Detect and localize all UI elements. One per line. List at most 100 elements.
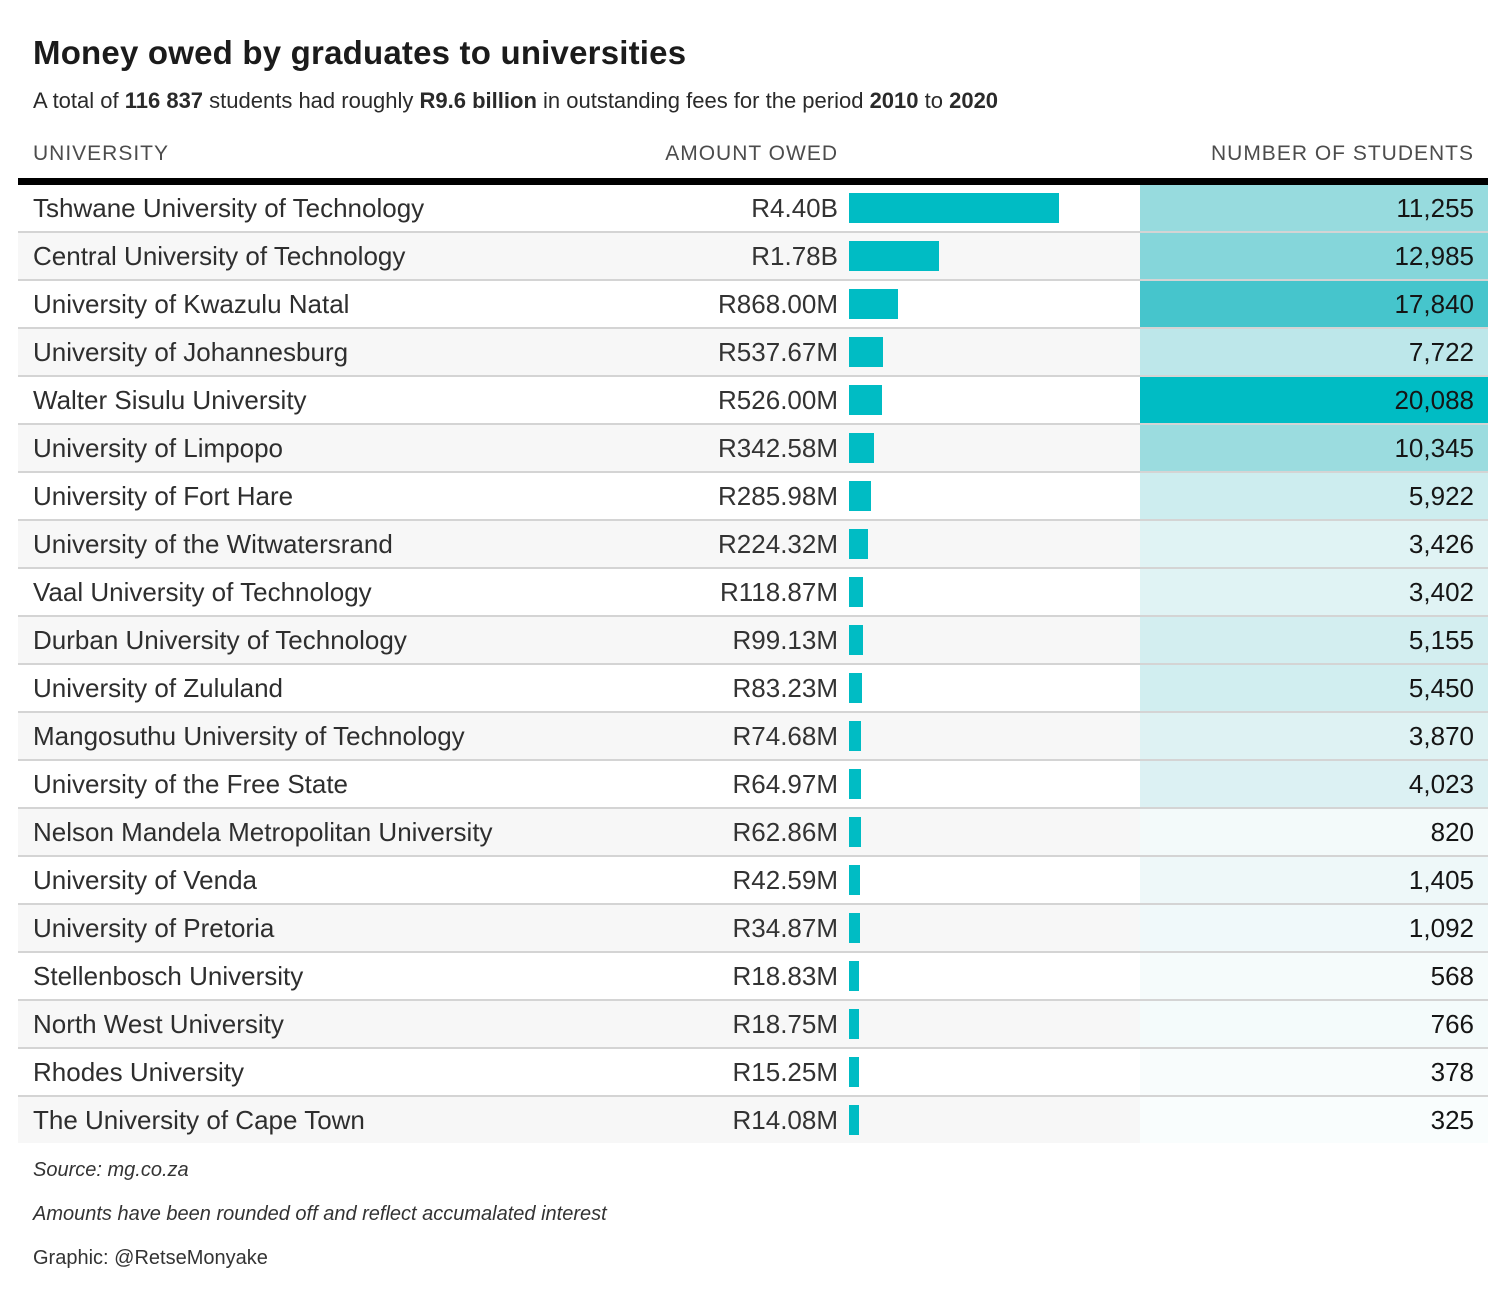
amount-bar bbox=[849, 193, 1059, 223]
university-name: Vaal University of Technology bbox=[33, 577, 372, 607]
amount-bar-area bbox=[849, 185, 1140, 231]
amount-bar bbox=[849, 481, 872, 511]
university-name: University of the Free State bbox=[33, 769, 349, 799]
cell-spacer bbox=[838, 1049, 849, 1095]
table-row: Stellenbosch University R18.83M 568 bbox=[18, 953, 1488, 1001]
amount-bar bbox=[849, 1057, 859, 1087]
graphic-credit: Graphic: @RetseMonyake bbox=[33, 1247, 268, 1269]
amount-bar bbox=[849, 961, 859, 991]
amount-owed-value: R4.40B bbox=[751, 193, 838, 223]
amount-owed-value: R537.67M bbox=[718, 337, 838, 367]
table-row: Mangosuthu University of Technology R74.… bbox=[18, 713, 1488, 761]
students-count-cell: 17,840 bbox=[1140, 281, 1488, 327]
cell-spacer bbox=[838, 377, 849, 423]
table-row: University of the Free State R64.97M 4,0… bbox=[18, 761, 1488, 809]
amount-bar-area bbox=[849, 233, 1140, 279]
table-row: University of the Witwatersrand R224.32M… bbox=[18, 521, 1488, 569]
cell-spacer bbox=[838, 953, 849, 999]
amount-bar bbox=[849, 433, 874, 463]
amount-bar bbox=[849, 865, 860, 895]
cell-spacer bbox=[838, 281, 849, 327]
amount-owed-value: R1.78B bbox=[751, 241, 838, 271]
university-name: University of the Witwatersrand bbox=[33, 529, 393, 559]
university-name: Durban University of Technology bbox=[33, 625, 407, 655]
students-count-cell: 1,092 bbox=[1140, 905, 1488, 951]
amount-bar-area bbox=[849, 953, 1140, 999]
table-row: Nelson Mandela Metropolitan University R… bbox=[18, 809, 1488, 857]
amount-bar-area bbox=[849, 521, 1140, 567]
students-count-cell: 5,922 bbox=[1140, 473, 1488, 519]
amount-owed-value: R224.32M bbox=[718, 529, 838, 559]
table-row: North West University R18.75M 766 bbox=[18, 1001, 1488, 1049]
amount-bar-area bbox=[849, 473, 1140, 519]
cell-spacer bbox=[838, 425, 849, 471]
amount-bar bbox=[849, 241, 940, 271]
amount-bar bbox=[849, 769, 861, 799]
university-name: Rhodes University bbox=[33, 1057, 244, 1087]
amount-owed-value: R868.00M bbox=[718, 289, 838, 319]
students-count-cell: 12,985 bbox=[1140, 233, 1488, 279]
table-row: University of Zululand R83.23M 5,450 bbox=[18, 665, 1488, 713]
students-count-cell: 3,870 bbox=[1140, 713, 1488, 759]
university-debt-table: Tshwane University of Technology R4.40B … bbox=[18, 185, 1488, 1143]
students-count-cell: 3,402 bbox=[1140, 569, 1488, 615]
amount-bar bbox=[849, 529, 869, 559]
cell-spacer bbox=[838, 665, 849, 711]
students-count-cell: 7,722 bbox=[1140, 329, 1488, 375]
students-count-cell: 766 bbox=[1140, 1001, 1488, 1047]
amount-owed-value: R342.58M bbox=[718, 433, 838, 463]
cell-spacer bbox=[838, 185, 849, 231]
amount-bar-area bbox=[849, 1001, 1140, 1047]
university-name: North West University bbox=[33, 1009, 284, 1039]
university-name: Mangosuthu University of Technology bbox=[33, 721, 465, 751]
page-subtitle: A total of 116 837 students had roughly … bbox=[33, 88, 999, 113]
amount-bar-area bbox=[849, 1049, 1140, 1095]
table-row: Walter Sisulu University R526.00M 20,088 bbox=[18, 377, 1488, 425]
amount-bar-area bbox=[849, 281, 1140, 327]
amount-owed-value: R18.75M bbox=[732, 1009, 839, 1039]
table-header-row: UNIVERSITY AMOUNT OWED NUMBER OF STUDENT… bbox=[18, 142, 1488, 166]
table-row: Vaal University of Technology R118.87M 3… bbox=[18, 569, 1488, 617]
university-name: The University of Cape Town bbox=[33, 1105, 365, 1135]
amount-bar bbox=[849, 1105, 859, 1135]
university-name: University of Limpopo bbox=[33, 433, 283, 463]
amount-bar bbox=[849, 577, 864, 607]
amount-bar bbox=[849, 1009, 859, 1039]
cell-spacer bbox=[838, 329, 849, 375]
university-name: University of Zululand bbox=[33, 673, 283, 703]
amount-owed-value: R34.87M bbox=[732, 913, 839, 943]
students-count-cell: 5,155 bbox=[1140, 617, 1488, 663]
students-count-cell: 325 bbox=[1140, 1097, 1488, 1143]
table-row: University of Kwazulu Natal R868.00M 17,… bbox=[18, 281, 1488, 329]
table-row: Durban University of Technology R99.13M … bbox=[18, 617, 1488, 665]
column-header-amount-owed: AMOUNT OWED bbox=[665, 142, 838, 165]
amount-owed-value: R285.98M bbox=[718, 481, 838, 511]
table-row: University of Fort Hare R285.98M 5,922 bbox=[18, 473, 1488, 521]
cell-spacer bbox=[838, 857, 849, 903]
page-title: Money owed by graduates to universities bbox=[33, 34, 687, 71]
table-row: University of Limpopo R342.58M 10,345 bbox=[18, 425, 1488, 473]
students-count-cell: 378 bbox=[1140, 1049, 1488, 1095]
cell-spacer bbox=[838, 713, 849, 759]
table-row: Central University of Technology R1.78B … bbox=[18, 233, 1488, 281]
amount-bar-area bbox=[849, 617, 1140, 663]
cell-spacer bbox=[838, 233, 849, 279]
amount-bar bbox=[849, 385, 882, 415]
amount-bar-area bbox=[849, 377, 1140, 423]
students-count-cell: 20,088 bbox=[1140, 377, 1488, 423]
amount-bar-area bbox=[849, 329, 1140, 375]
amount-bar bbox=[849, 721, 862, 751]
cell-spacer bbox=[838, 809, 849, 855]
amount-owed-value: R64.97M bbox=[732, 769, 839, 799]
table-row: University of Pretoria R34.87M 1,092 bbox=[18, 905, 1488, 953]
cell-spacer bbox=[838, 905, 849, 951]
amount-owed-value: R118.87M bbox=[719, 577, 838, 607]
amount-bar bbox=[849, 817, 861, 847]
cell-spacer bbox=[838, 1001, 849, 1047]
students-count-cell: 4,023 bbox=[1140, 761, 1488, 807]
university-name: University of Johannesburg bbox=[33, 337, 349, 367]
students-count-cell: 5,450 bbox=[1140, 665, 1488, 711]
students-count-cell: 568 bbox=[1140, 953, 1488, 999]
students-count-cell: 10,345 bbox=[1140, 425, 1488, 471]
table-row: University of Venda R42.59M 1,405 bbox=[18, 857, 1488, 905]
